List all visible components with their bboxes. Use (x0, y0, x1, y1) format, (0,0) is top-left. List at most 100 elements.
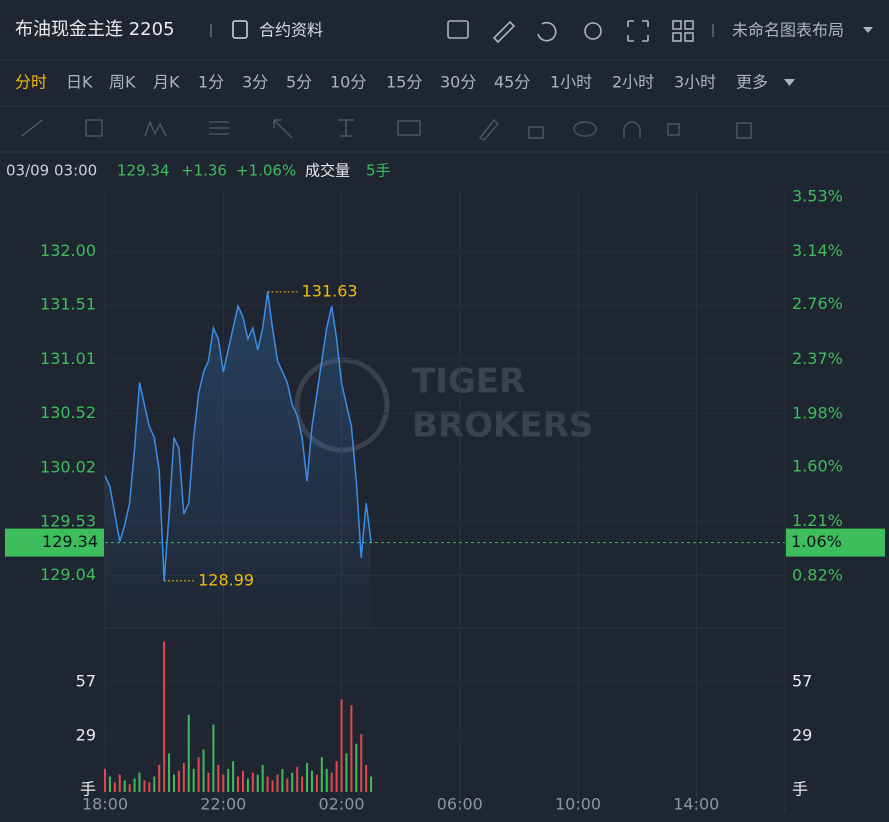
watermark-text: BROKERS (412, 406, 593, 446)
period-tab[interactable]: 10分 (330, 73, 366, 92)
tool-copy[interactable] (667, 123, 680, 136)
dropdown-arrow[interactable] (863, 27, 873, 33)
volume-bar (266, 776, 269, 792)
volume-bar (237, 776, 240, 792)
volume-bar (256, 774, 259, 792)
period-tab[interactable]: 1分 (198, 73, 224, 92)
y-tick-label: 29 (76, 726, 96, 745)
volume-bar (158, 764, 161, 792)
period-tab[interactable]: 2小时 (612, 73, 654, 92)
volume-bar (286, 778, 289, 792)
layout-icon-part (672, 32, 682, 42)
y-tick-label: 130.52 (40, 403, 96, 422)
period-tab[interactable]: 45分 (494, 73, 530, 92)
y2-tick-label: 57 (792, 672, 812, 691)
volume-bar (330, 772, 333, 792)
volume-bar (104, 768, 106, 792)
info-volume: 5手 (366, 162, 391, 180)
unit-label: 手 (792, 780, 808, 799)
period-tab[interactable]: 更多 (736, 73, 768, 92)
period-tab[interactable]: 周K (109, 73, 136, 92)
volume-bar (217, 764, 220, 792)
volume-bar (222, 774, 225, 792)
contract-info[interactable]: 合约资料 (259, 21, 323, 40)
volume-bar (197, 757, 200, 792)
tool-lock[interactable] (528, 126, 544, 139)
volume-bar (276, 774, 279, 792)
y-tick-label: 129.04 (40, 565, 96, 584)
indicator-icon[interactable] (447, 20, 469, 39)
period-tab[interactable]: 3分 (242, 73, 268, 92)
tool-fib[interactable] (209, 121, 229, 135)
volume-bar (345, 753, 348, 792)
volume-bar (148, 782, 151, 792)
period-tab[interactable]: 30分 (440, 73, 476, 92)
period-tab[interactable]: 3小时 (674, 73, 716, 92)
tool-pen[interactable] (478, 118, 500, 141)
x-tick-label: 06:00 (437, 795, 483, 814)
volume-bar (306, 763, 309, 792)
tool-wave[interactable] (144, 119, 167, 137)
volume-bar (207, 772, 210, 792)
tool-magnet[interactable] (623, 121, 641, 138)
tool-rect[interactable] (85, 119, 103, 137)
tool-arrow[interactable] (273, 119, 293, 139)
y-tick-label: 57 (76, 672, 96, 691)
period-bar: 分时 日K 周K 月K 1分 3分 5分 10分 15分 30分 45分 1小时 2小时 3小时 更多 (15, 73, 768, 92)
volume-bar (350, 705, 353, 792)
volume-bar (301, 776, 304, 792)
volume-bar (281, 768, 284, 792)
period-tab[interactable]: 日K (66, 73, 93, 92)
volume-bar (320, 757, 323, 792)
x-tick-label: 14:00 (673, 795, 719, 814)
tool-eye[interactable] (573, 121, 597, 137)
period-tab[interactable]: 分时 (15, 73, 47, 92)
volume-bar (128, 784, 131, 792)
volume-bar (335, 761, 338, 792)
volume-bar (227, 768, 230, 792)
volume-bar (261, 764, 264, 792)
period-tab[interactable]: 1小时 (550, 73, 592, 92)
fullscreen-icon[interactable] (627, 20, 649, 42)
high-label: 131.63 (302, 281, 358, 300)
info-time: 03/09 03:00 (6, 162, 97, 180)
doc-icon[interactable] (232, 20, 248, 39)
x-tick-label: 22:00 (200, 795, 246, 814)
draw-icon[interactable] (492, 20, 516, 44)
volume-bar (163, 641, 166, 792)
dropdown-arrow[interactable] (784, 79, 795, 86)
y2-tick-label: 1.21% (792, 511, 843, 530)
period-tab[interactable]: 15分 (386, 73, 422, 92)
tool-measure[interactable] (338, 119, 354, 137)
period-tab[interactable]: 月K (153, 73, 180, 92)
volume-bar (241, 770, 244, 792)
volume-bar (172, 774, 175, 792)
y2-tick-label: 2.76% (792, 294, 843, 313)
tool-text[interactable] (397, 120, 421, 136)
volume-bar (153, 776, 156, 792)
volume-bar (177, 770, 180, 792)
volume-bar (192, 768, 195, 792)
y-tick-label: 131.51 (40, 294, 96, 313)
price-line (104, 291, 372, 581)
y-tick-label: 132.00 (40, 241, 96, 260)
tool-line[interactable] (21, 119, 43, 137)
volume-bar (296, 766, 299, 792)
settings-icon[interactable] (584, 22, 602, 40)
period-tab[interactable]: 5分 (286, 73, 312, 92)
price-area (105, 291, 372, 628)
info-price: 129.34 (117, 162, 170, 180)
volume-bar (113, 782, 116, 792)
symbol-title: 布油现金主连 2205 (15, 19, 175, 40)
layout-name[interactable]: 未命名图表布局 (732, 21, 844, 40)
x-tick-label: 18:00 (82, 795, 128, 814)
reset-icon[interactable] (537, 21, 557, 42)
y2-tick-label: 0.82% (792, 566, 843, 585)
layout-icon[interactable] (672, 20, 682, 30)
volume-bar (360, 734, 363, 792)
unit-label: 手 (80, 780, 96, 799)
info-bar: 03/09 03:00 129.34 +1.36 +1.06% 成交量 5手 (6, 162, 391, 180)
tool-delete[interactable] (736, 122, 752, 139)
